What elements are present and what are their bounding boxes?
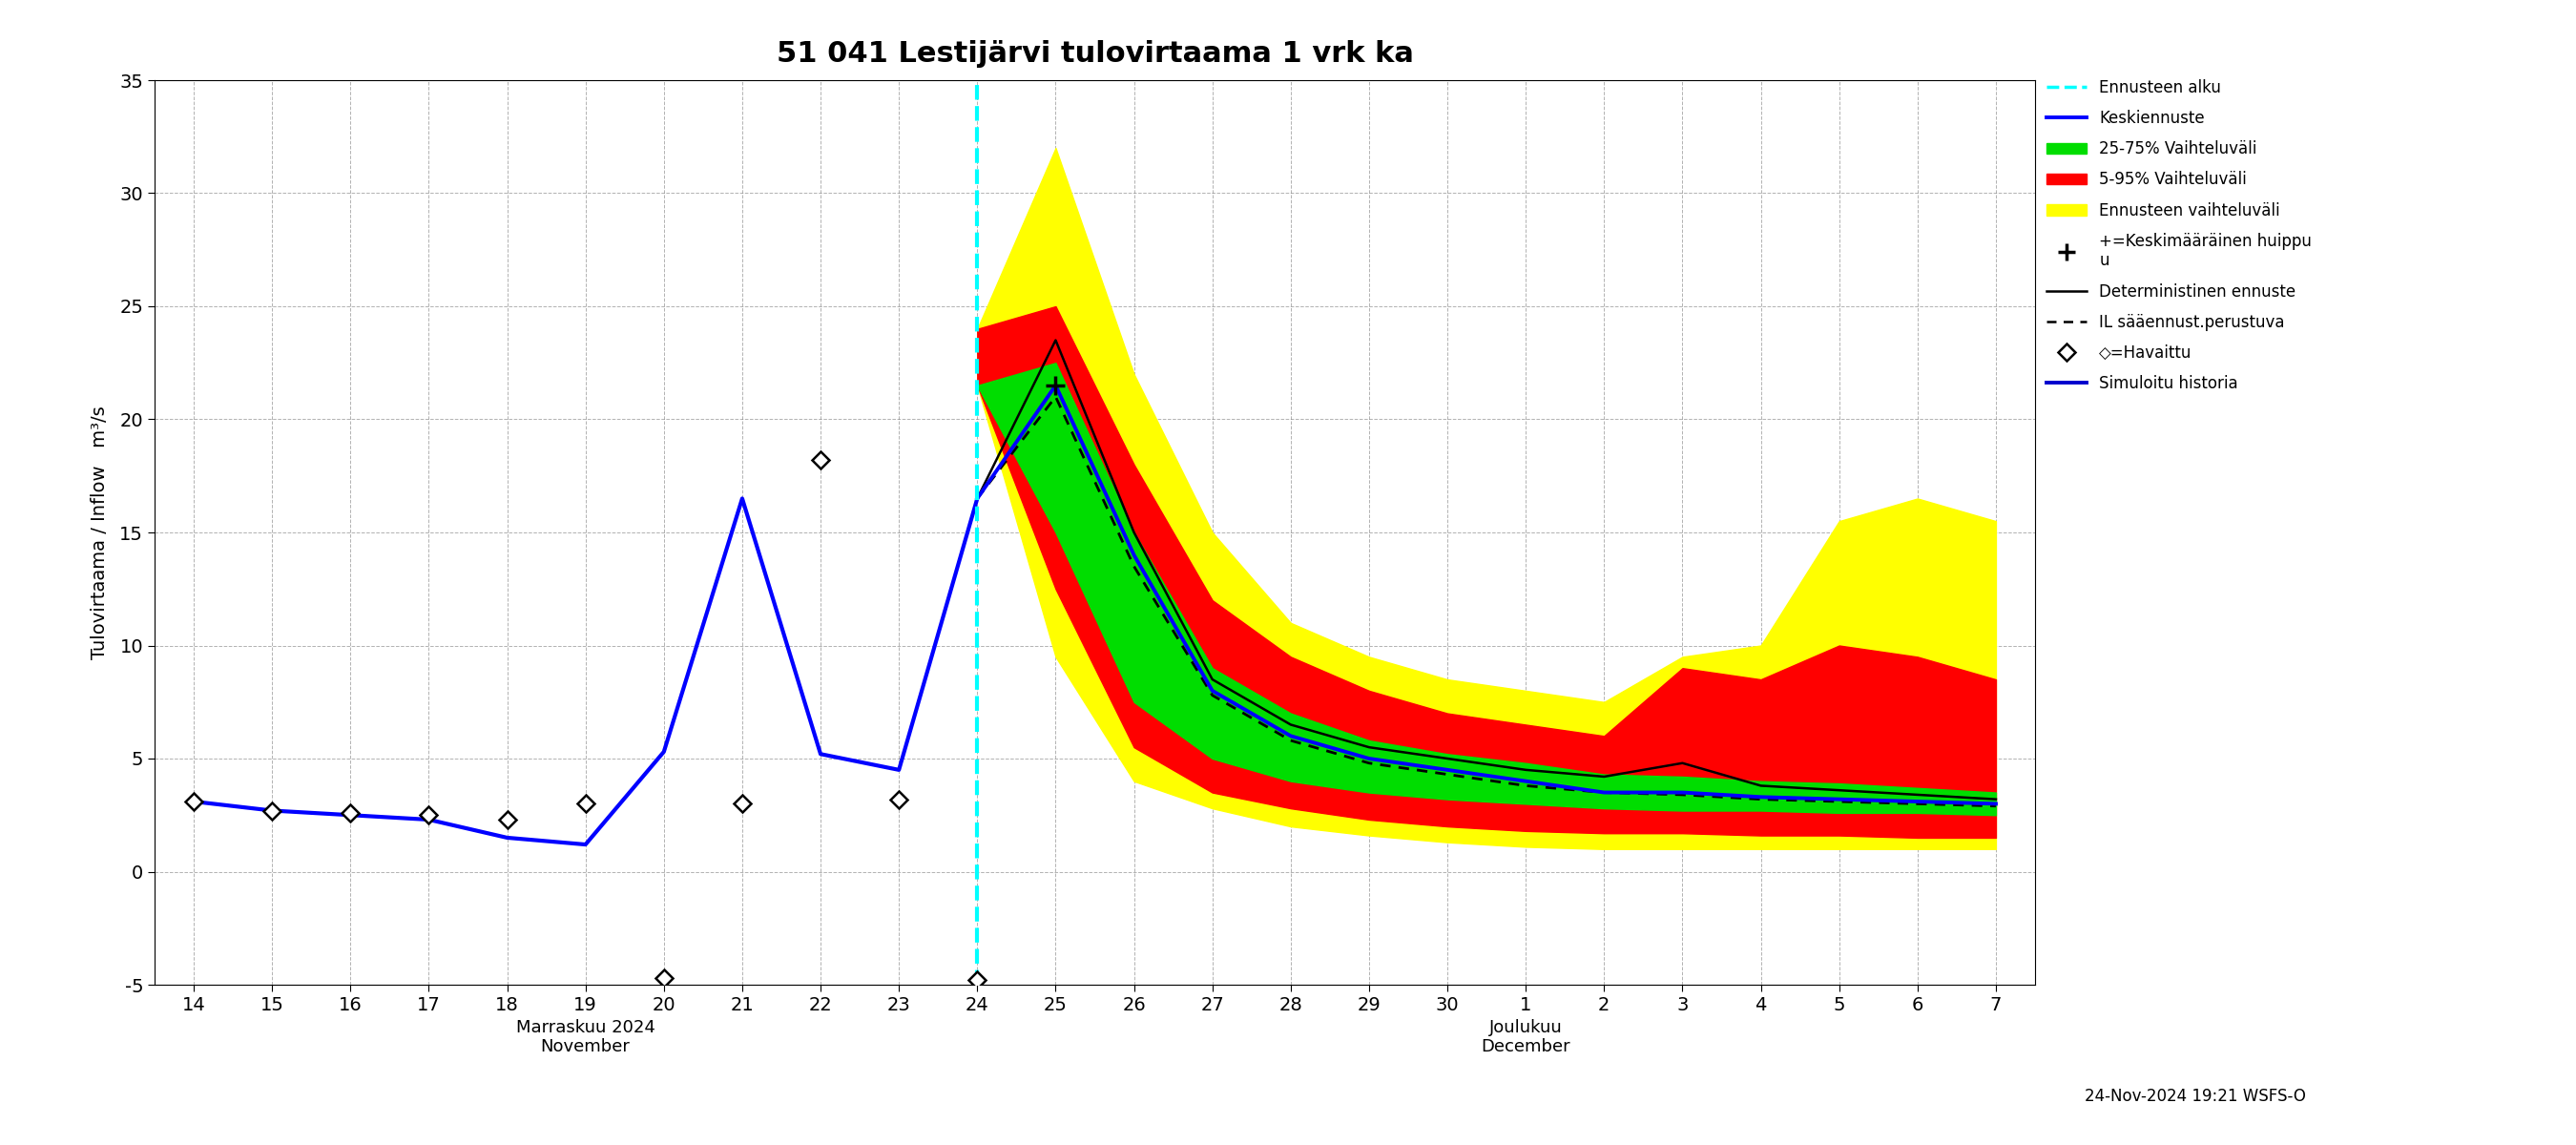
Text: Joulukuu
December: Joulukuu December xyxy=(1481,1019,1571,1056)
Legend: Ennusteen alku, Keskiennuste, 25-75% Vaihteluväli, 5-95% Vaihteluväli, Ennusteen: Ennusteen alku, Keskiennuste, 25-75% Vai… xyxy=(2048,79,2311,393)
Text: 24-Nov-2024 19:21 WSFS-O: 24-Nov-2024 19:21 WSFS-O xyxy=(2084,1088,2306,1105)
Text: Marraskuu 2024
November: Marraskuu 2024 November xyxy=(515,1019,654,1056)
Y-axis label: Tulovirtaama / Inflow   m³/s: Tulovirtaama / Inflow m³/s xyxy=(90,405,108,660)
Title: 51 041 Lestijärvi tulovirtaama 1 vrk ka: 51 041 Lestijärvi tulovirtaama 1 vrk ka xyxy=(775,40,1414,68)
